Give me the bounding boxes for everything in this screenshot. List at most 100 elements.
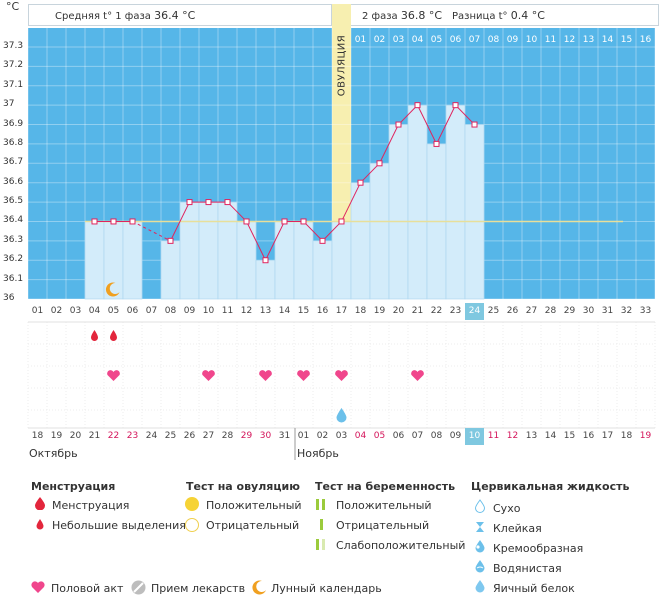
cycle-day-label[interactable]: 30 (582, 306, 595, 316)
temperature-line (455, 104, 475, 125)
calendar-date-label[interactable]: 03 (335, 431, 348, 441)
cycle-day-label[interactable]: 15 (297, 306, 310, 316)
cycle-day-label[interactable]: 06 (126, 306, 139, 316)
legend-title-menstruation: Менструация (31, 480, 116, 493)
legend-item-moon: Лунный календарь (271, 582, 382, 595)
calendar-date-label[interactable]: 13 (525, 431, 538, 441)
calendar-date-label[interactable]: 18 (620, 431, 633, 441)
calendar-date-label[interactable]: 21 (88, 431, 101, 441)
calendar-date-label[interactable]: 19 (50, 431, 63, 441)
cycle-day-label[interactable]: 03 (69, 306, 82, 316)
cycle-day-label[interactable]: 23 (449, 306, 462, 316)
cycle-day-label[interactable]: 09 (183, 306, 196, 316)
cervical-sticky-icon (476, 522, 484, 532)
cycle-day-label[interactable]: 05 (107, 306, 120, 316)
post-ovulation-day-label: 12 (563, 35, 576, 45)
cycle-day-label[interactable]: 12 (240, 306, 253, 316)
cycle-day-label[interactable]: 01 (31, 306, 44, 316)
y-tick-label: 36.2 (3, 254, 24, 265)
cycle-day-label[interactable]: 27 (525, 306, 538, 316)
cycle-day-label[interactable]: 11 (221, 306, 234, 316)
moon-marker-icon (105, 282, 120, 297)
phase1-label: Средняя t° 1 фаза (55, 11, 151, 22)
calendar-date-label[interactable]: 14 (544, 431, 557, 441)
cycle-day-label[interactable]: 28 (544, 306, 557, 316)
cycle-day-label[interactable]: 16 (316, 306, 329, 316)
legend-item-medication: Прием лекарств (151, 582, 246, 595)
cycle-day-label[interactable]: 20 (392, 306, 405, 316)
cycle-day-label[interactable]: 29 (563, 306, 576, 316)
cycle-day-label[interactable]: 25 (487, 306, 500, 316)
cycle-day-label[interactable]: 17 (335, 306, 348, 316)
calendar-date-label[interactable]: 04 (354, 431, 367, 441)
calendar-date-label[interactable]: 01 (297, 431, 310, 441)
calendar-date-label[interactable]: 24 (145, 431, 158, 441)
temperature-point (243, 218, 250, 225)
cycle-day-label[interactable]: 32 (620, 306, 633, 316)
legend-item-preg-positive: Положительный (336, 499, 432, 512)
cycle-day-label[interactable]: 19 (373, 306, 386, 316)
temperature-line (322, 221, 342, 242)
calendar-date-label[interactable]: 17 (601, 431, 614, 441)
calendar-date-label[interactable]: 12 (506, 431, 519, 441)
calendar-date-label[interactable]: 02 (316, 431, 329, 441)
temperature-line (417, 104, 437, 145)
temperature-bar (445, 104, 466, 300)
post-ovulation-day-label: 10 (525, 35, 538, 45)
preg-faint-icon-a (316, 539, 319, 550)
cycle-day-label[interactable]: 04 (88, 306, 101, 316)
temperature-line (227, 201, 247, 222)
calendar-date-label[interactable]: 07 (411, 431, 424, 441)
temperature-point (471, 121, 478, 128)
cervical-dry-icon (474, 499, 486, 513)
temperature-line (398, 104, 418, 125)
legend-title-pregnancy-test: Тест на беременность (315, 480, 456, 493)
cycle-day-label[interactable]: 22 (430, 306, 443, 316)
cycle-day-label[interactable]: 10 (202, 306, 215, 316)
cycle-day-label[interactable]: 08 (164, 306, 177, 316)
post-ovulation-day-label: 11 (544, 35, 557, 45)
cycle-day-label[interactable]: 14 (278, 306, 291, 316)
intercourse-heart-icon (335, 370, 348, 381)
legend-item-dry: Сухо (493, 502, 521, 515)
temperature-point (414, 102, 421, 109)
calendar-date-label[interactable]: 29 (240, 431, 253, 441)
intercourse-heart-icon (297, 370, 310, 381)
calendar-date-label[interactable]: 27 (202, 431, 215, 441)
calendar-date-label[interactable]: 31 (278, 431, 291, 441)
phase1-summary-box (28, 4, 332, 26)
calendar-date-label[interactable]: 30 (259, 431, 272, 441)
post-ovulation-day-label: 05 (430, 35, 443, 45)
calendar-date-label[interactable]: 11 (487, 431, 500, 441)
calendar-date-label[interactable]: 08 (430, 431, 443, 441)
calendar-date-label[interactable]: 18 (31, 431, 44, 441)
calendar-date-label[interactable]: 20 (69, 431, 82, 441)
menstruation-drop-icon (110, 330, 117, 341)
temperature-bar (274, 221, 295, 300)
cycle-day-label[interactable]: 07 (145, 306, 158, 316)
legend-item-preg-faint: Слабоположительный (336, 539, 466, 552)
cycle-day-label[interactable]: 31 (601, 306, 614, 316)
calendar-date-label[interactable]: 23 (126, 431, 139, 441)
calendar-date-label[interactable]: 26 (183, 431, 196, 441)
calendar-date-label[interactable]: 28 (221, 431, 234, 441)
temperature-point (433, 140, 440, 147)
calendar-date-label[interactable]: 05 (373, 431, 386, 441)
calendar-date-label[interactable]: 22 (107, 431, 120, 441)
cycle-day-label[interactable]: 24 (465, 303, 484, 320)
cycle-day-label[interactable]: 21 (411, 306, 424, 316)
calendar-date-label[interactable]: 25 (164, 431, 177, 441)
cycle-day-label[interactable]: 18 (354, 306, 367, 316)
calendar-date-label[interactable]: 16 (582, 431, 595, 441)
calendar-date-label[interactable]: 19 (639, 431, 652, 441)
cycle-day-label[interactable]: 13 (259, 306, 272, 316)
cycle-day-label[interactable]: 02 (50, 306, 63, 316)
legend-item-creamy: Кремообразная (493, 542, 584, 555)
calendar-date-label[interactable]: 06 (392, 431, 405, 441)
cycle-day-label[interactable]: 26 (506, 306, 519, 316)
cycle-day-label[interactable]: 33 (639, 306, 652, 316)
calendar-date-label[interactable]: 09 (449, 431, 462, 441)
calendar-date-label[interactable]: 10 (465, 428, 484, 445)
calendar-date-label[interactable]: 15 (563, 431, 576, 441)
temperature-point (281, 218, 288, 225)
